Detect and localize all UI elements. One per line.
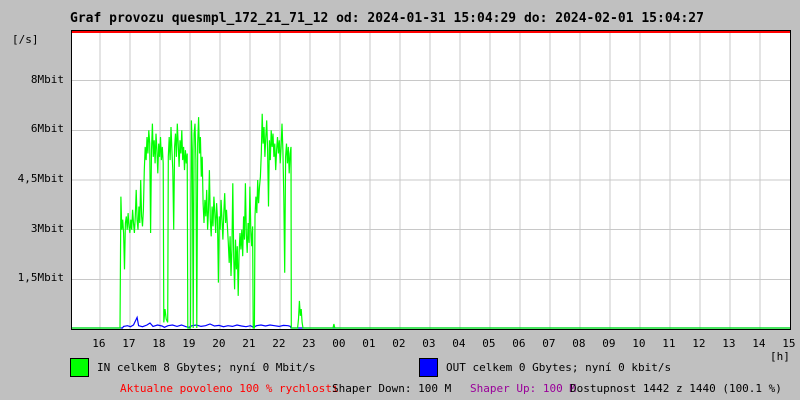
x-axis-label: 03 bbox=[422, 337, 436, 350]
x-axis-label: 17 bbox=[122, 337, 136, 350]
x-axis-label: 08 bbox=[572, 337, 586, 350]
x-axis-label: 05 bbox=[482, 337, 496, 350]
x-axis-label: 20 bbox=[212, 337, 226, 350]
x-axis-label: 01 bbox=[362, 337, 376, 350]
y-axis-label: 8Mbit bbox=[30, 72, 64, 86]
x-axis-label: 16 bbox=[92, 337, 106, 350]
out-legend-label: OUT celkem 0 Gbytes; nyní 0 kbit/s bbox=[446, 361, 672, 374]
plot-area bbox=[71, 30, 791, 330]
x-axis-label: 11 bbox=[662, 337, 676, 350]
x-axis-label: 04 bbox=[452, 337, 466, 350]
x-axis-label: 22 bbox=[272, 337, 286, 350]
x-axis-label: 06 bbox=[512, 337, 526, 350]
status-allowed-speed: Aktualne povoleno 100 % rychlosti bbox=[120, 382, 339, 395]
in-legend-swatch bbox=[70, 358, 89, 377]
x-axis-label: 15 bbox=[782, 337, 796, 350]
y-axis-label: 4,5Mbit bbox=[17, 172, 64, 185]
x-axis-label: 09 bbox=[602, 337, 616, 350]
x-axis-unit-label: [h] bbox=[770, 350, 790, 363]
x-axis-label: 14 bbox=[752, 337, 766, 350]
status-shaper-down: Shaper Down: 100 M bbox=[332, 382, 452, 395]
traffic-plot-svg bbox=[72, 31, 790, 329]
x-axis-label: 00 bbox=[332, 337, 346, 350]
x-axis-label: 18 bbox=[152, 337, 166, 350]
y-axis-unit-label: [/s] bbox=[12, 33, 39, 46]
x-axis-label: 02 bbox=[392, 337, 406, 350]
status-shaper-up: Shaper Up: 100 M bbox=[470, 382, 576, 395]
x-axis-label: 10 bbox=[632, 337, 646, 350]
x-axis-label: 12 bbox=[692, 337, 706, 350]
x-axis-label: 13 bbox=[722, 337, 736, 350]
y-axis-label: 3Mbit bbox=[30, 221, 64, 235]
graph-title: Graf provozu quesmpl_172_21_71_12 od: 20… bbox=[70, 11, 704, 26]
x-axis-label: 21 bbox=[242, 337, 256, 350]
y-axis-label: 6Mbit bbox=[30, 122, 64, 136]
in-legend-label: IN celkem 8 Gbytes; nyní 0 Mbit/s bbox=[97, 361, 316, 374]
out-legend-swatch bbox=[419, 358, 438, 377]
x-axis-label: 07 bbox=[542, 337, 556, 350]
x-axis-label: 19 bbox=[182, 337, 196, 350]
status-availability: Dostupnost 1442 z 1440 (100.1 %) bbox=[570, 382, 782, 395]
x-axis-label: 23 bbox=[302, 337, 316, 350]
y-axis-label: 1,5Mbit bbox=[17, 271, 64, 285]
